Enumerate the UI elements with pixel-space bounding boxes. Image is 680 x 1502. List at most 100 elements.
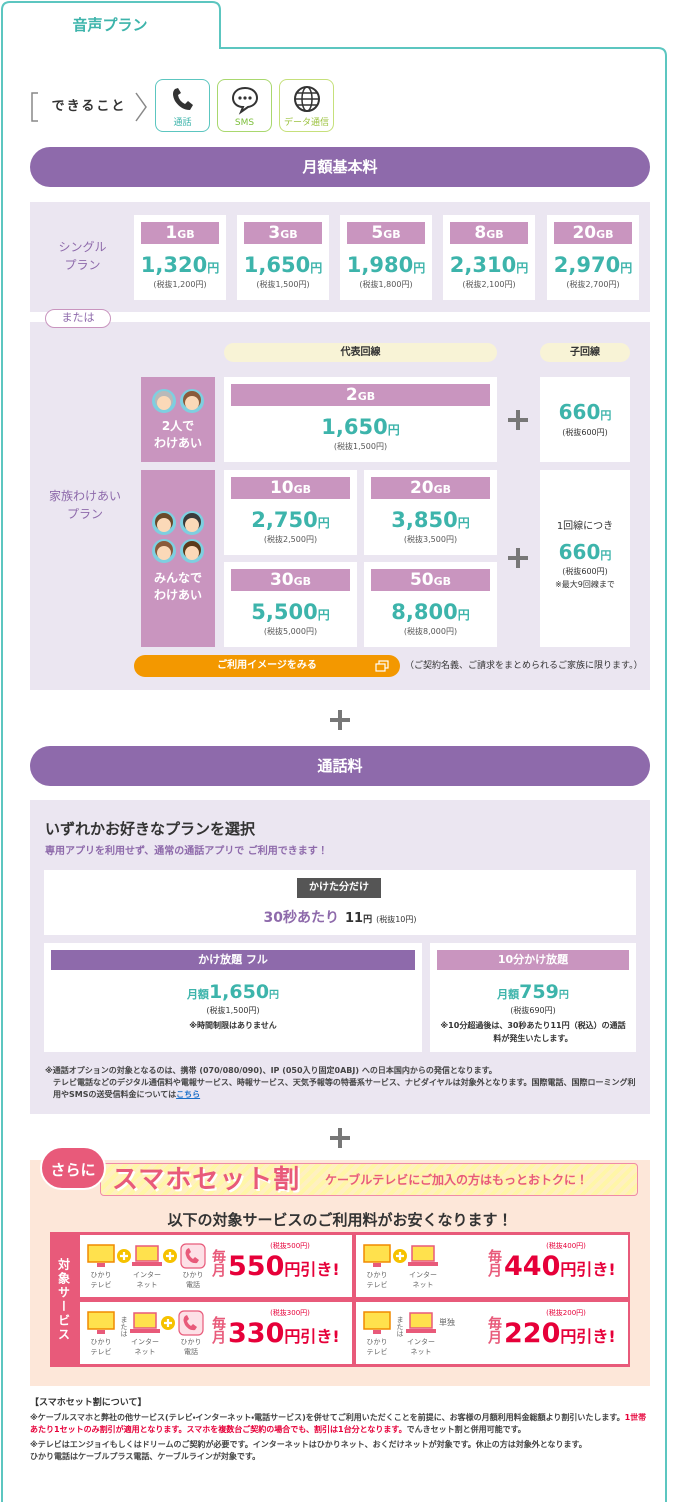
plus-bar <box>508 556 528 560</box>
about-note-text: ※テレビはエンジョイもしくはドリームのご契約が必要です。インターネットはひかりネ… <box>30 1440 587 1449</box>
price-yen: 円 <box>457 516 470 530</box>
price-yen: 円 <box>387 423 400 437</box>
price-amount: 1,650 <box>208 981 270 1003</box>
phone-box <box>178 1310 204 1336</box>
side-label: 対象サービス <box>56 1257 71 1342</box>
plan-tax: (税抜1,800円) <box>359 280 413 289</box>
price-amount: 660 <box>558 400 601 424</box>
laptop-base <box>406 1329 436 1333</box>
plan-header: 2 GB <box>231 384 490 406</box>
sub-tax: (税抜600円) <box>562 428 608 437</box>
amount-number: 330 <box>228 1318 285 1349</box>
call-plan-tax: (税抜690円) <box>510 1006 556 1015</box>
call-note-link[interactable]: こちら <box>176 1090 201 1099</box>
globe-lines <box>295 92 319 106</box>
call-plan-note: ※10分超過後は、30秒あたり11円（税込）の通話料が発生いたします。 <box>440 1021 626 1043</box>
price-yen: 円 <box>207 261 220 275</box>
price-amount: 1,650 <box>243 253 311 277</box>
plan-tax: (税抜8,000円) <box>403 627 458 636</box>
about-note-text: ひかり電話はケーブルプラス電話、ケーブルラインが対象です。 <box>30 1452 261 1461</box>
about-title: 【スマホセット割について】 <box>30 1398 147 1408</box>
discount-tax: (税抜400円) <box>546 1242 586 1250</box>
plan-data: 10 <box>269 478 294 498</box>
amount-unit: 円引き! <box>284 1327 340 1346</box>
service-icon <box>406 1312 436 1333</box>
plan-unit: GB <box>486 228 504 241</box>
per-month: 毎月 <box>210 1249 226 1277</box>
plus-sign <box>508 410 528 430</box>
plan-tax: (税抜1,200円) <box>153 280 207 289</box>
plus-circle-cross <box>164 1319 172 1327</box>
laptop-screen <box>133 1312 157 1329</box>
combo-cell <box>80 1235 352 1297</box>
combo-cell <box>356 1235 628 1297</box>
usage-button[interactable]: ご利用イメージをみる <box>134 655 400 677</box>
main-line-label: 代表回線 <box>224 343 497 362</box>
price: 1,980 円 <box>340 252 432 279</box>
phone-box <box>180 1243 206 1269</box>
bubble-dot <box>248 96 252 100</box>
bubble-dot <box>243 96 247 100</box>
pay-prefix: 30秒あたり <box>263 910 339 926</box>
discount-title: スマホセット割 <box>112 1165 301 1195</box>
service-label: ひかり テレビ <box>366 1271 388 1289</box>
service-label: ひかり テレビ <box>90 1338 112 1356</box>
discount-lead: 以下の対象サービスのご利用料がお安くなります！ <box>167 1211 513 1229</box>
service-icon <box>408 1245 438 1266</box>
plan-header: 20 GB <box>371 477 490 499</box>
discount-amount: 440 円引き! <box>504 1250 626 1284</box>
plan-unit: GB <box>383 228 401 241</box>
plus-circle-cross <box>396 1252 404 1260</box>
feature-label: データ通信 <box>283 118 329 128</box>
feature-bracket <box>31 92 147 122</box>
pay-yen: 円 <box>363 915 373 925</box>
price: 5,500 円 <box>224 599 357 626</box>
bubble-dot <box>238 96 242 100</box>
plan-data: 3 <box>268 223 281 243</box>
service-icon <box>132 1245 162 1266</box>
bubble-icon <box>231 86 259 115</box>
price-yen: 円 <box>620 261 633 275</box>
plan-unit: GB <box>433 483 452 496</box>
plan-unit: GB <box>433 575 452 588</box>
plan-tax: (税抜1,500円) <box>256 280 310 289</box>
plan-unit: GB <box>293 575 312 588</box>
per-month: 毎月 <box>486 1249 502 1277</box>
plan-data: 5 <box>371 223 384 243</box>
plan-header: 5 GB <box>347 222 425 244</box>
feature-icon <box>173 88 193 110</box>
tv-stand <box>97 1263 105 1267</box>
price-amount: 2,310 <box>449 253 517 277</box>
badge: さらに <box>40 1146 106 1190</box>
plus-sign <box>330 1128 350 1148</box>
price: 3,850 円 <box>364 507 497 534</box>
plus-bar <box>508 418 528 422</box>
price-amount: 1,650 <box>321 415 388 439</box>
tab-title: 音声プラン <box>72 16 148 34</box>
laptop-base <box>132 1262 162 1266</box>
group-label: みんなで わけあい <box>153 571 202 602</box>
service-label: インター ネット <box>131 1338 159 1356</box>
price: 1,650 円 <box>237 252 329 279</box>
tv-screen <box>363 1311 391 1330</box>
price-yen: 円 <box>310 261 323 275</box>
call-plan-label: 10分かけ放題 <box>437 950 629 970</box>
per-month: 毎月 <box>486 1316 502 1344</box>
call-notes: ※通話オプションの対象となるのは、携帯 (070/080/090)、IP (05… <box>45 1065 640 1105</box>
service-label: ひかり 電話 <box>182 1271 204 1289</box>
plan-data: 30 <box>269 570 294 590</box>
window-front <box>375 663 386 672</box>
sub-lead: 1回線につき <box>556 521 614 532</box>
about-note: ※テレビはエンジョイもしくはドリームのご契約が必要です。インターネットはひかりネ… <box>30 1439 650 1463</box>
price: 660 円 <box>540 399 630 425</box>
about-notes: ※ケーブルスマホと弊社の他サービス(テレビ・インターネット・電話サービス)を併せ… <box>30 1412 650 1492</box>
price-yen: 円 <box>269 990 280 1001</box>
price-yen: 円 <box>516 261 529 275</box>
service-icon <box>130 1312 160 1333</box>
pay-tax: (税抜10円) <box>376 915 417 924</box>
price-amount: 660 <box>558 540 601 564</box>
price: 月額 1,650 円 <box>44 980 422 1005</box>
plan-header: 20 GB <box>554 222 632 244</box>
price: 1,320 円 <box>134 252 226 279</box>
